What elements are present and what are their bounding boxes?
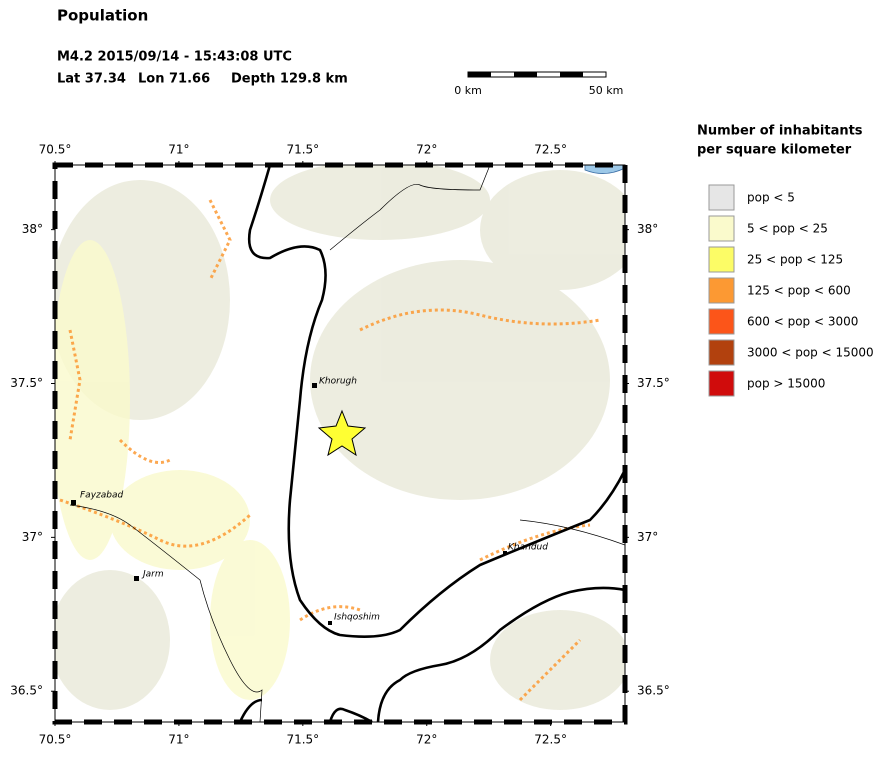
x-tick-label: 70.5° [39,143,72,157]
y-tick-label: 37° [637,530,658,544]
legend-label: pop < 5 [747,191,795,205]
legend-label: 3000 < pop < 15000 [747,346,874,360]
x-tick-label: 72.5° [534,733,567,747]
x-tick-label: 71° [168,143,189,157]
map-area [55,165,625,722]
place-label: Khandud [508,543,548,553]
x-tick-label: 71.5° [286,143,319,157]
event-line: M4.2 2015/09/14 - 15:43:08 UTC [57,50,292,65]
x-tick-label: 72° [416,143,437,157]
legend-label: 5 < pop < 25 [747,222,828,236]
legend-swatch [708,339,735,366]
y-tick-label: 37.5° [10,376,43,390]
epicenter-star [317,409,367,457]
y-tick-label: 37.5° [637,376,670,390]
legend-swatch [708,184,735,211]
scale-end: 50 km [589,84,624,97]
legend-swatch [708,370,735,397]
depth: Depth 129.8 km [231,72,348,87]
legend-label: 25 < pop < 125 [747,253,843,267]
x-tick-label: 72.5° [534,143,567,157]
y-tick-label: 38° [22,222,43,236]
place-label: Jarm [141,570,164,580]
legend-title: Number of inhabitants [697,124,863,139]
legend-swatch [708,308,735,335]
map-frame [52,162,628,725]
y-tick-label: 36.5° [10,684,43,698]
place-label: Ishqoshim [334,613,380,623]
place-label: Fayzabad [80,491,123,501]
place-label: Khorugh [319,377,357,387]
legend-swatch [708,246,735,273]
scale-start: 0 km [454,84,482,97]
legend-label: pop > 15000 [747,377,825,391]
lat: Lat 37.34 [57,72,126,87]
x-tick-label: 71.5° [286,733,319,747]
legend-swatch [708,215,735,242]
scale-bar [467,71,607,78]
y-tick-label: 37° [22,530,43,544]
legend-title: per square kilometer [697,143,852,158]
legend-label: 125 < pop < 600 [747,284,851,298]
y-tick-label: 38° [637,222,658,236]
legend-label: 600 < pop < 3000 [747,315,858,329]
x-tick-label: 71° [168,733,189,747]
x-tick-label: 70.5° [39,733,72,747]
lon: Lon 71.66 [138,72,210,87]
x-tick-label: 72° [416,733,437,747]
title: Population [57,7,148,25]
y-tick-label: 36.5° [637,684,670,698]
legend-swatch [708,277,735,304]
